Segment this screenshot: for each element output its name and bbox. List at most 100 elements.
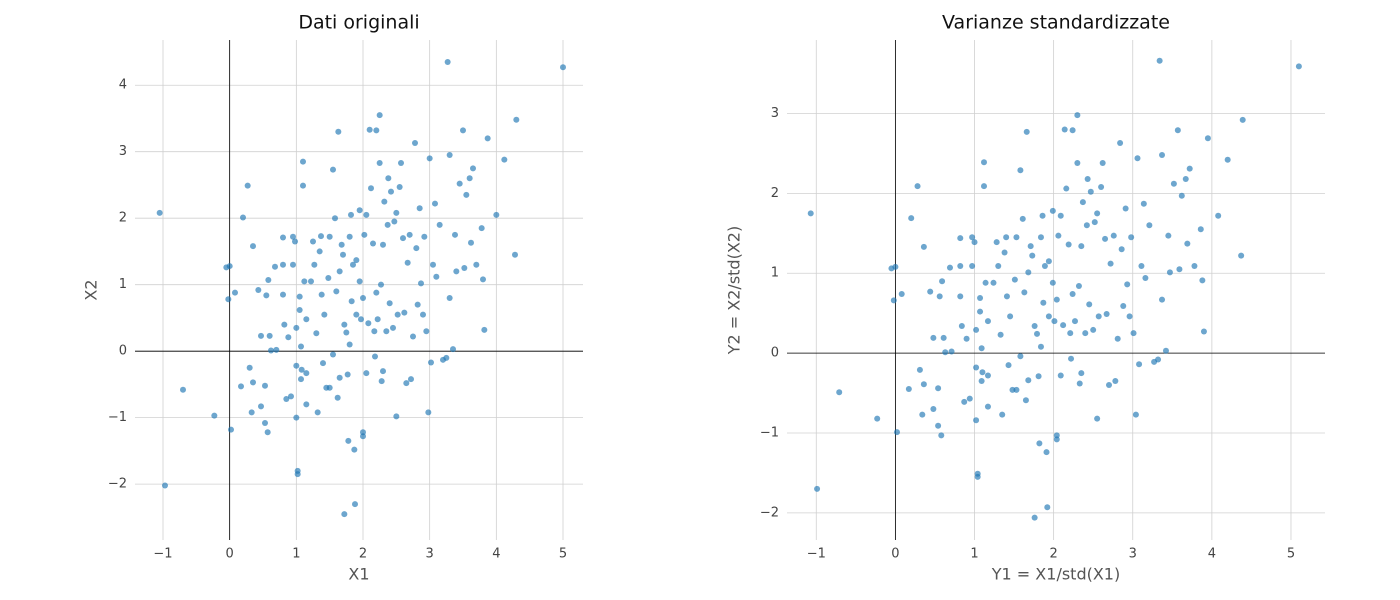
- point: [262, 382, 268, 389]
- point: [361, 231, 368, 238]
- point: [318, 291, 325, 298]
- point: [293, 414, 300, 421]
- point: [1155, 356, 1162, 363]
- point: [281, 321, 288, 328]
- point: [1114, 335, 1121, 342]
- point: [1122, 205, 1129, 212]
- point: [296, 293, 303, 300]
- point: [336, 268, 343, 275]
- point: [384, 221, 391, 228]
- y-tick-label: 3: [119, 144, 127, 159]
- point: [493, 211, 500, 218]
- point: [413, 245, 420, 252]
- point: [978, 378, 985, 385]
- point: [1022, 397, 1029, 404]
- point: [388, 188, 394, 195]
- point: [336, 374, 343, 381]
- point: [1126, 313, 1133, 320]
- point: [1045, 258, 1052, 265]
- point: [1134, 155, 1141, 162]
- x-tick-label: 1: [292, 547, 300, 562]
- point: [371, 328, 378, 335]
- point: [1165, 232, 1172, 239]
- point: [1174, 127, 1181, 134]
- point: [325, 275, 332, 282]
- point: [285, 334, 292, 341]
- point: [981, 183, 988, 190]
- point: [995, 263, 1002, 270]
- point: [1029, 252, 1036, 259]
- point: [338, 241, 345, 248]
- y-tick-label: 3: [771, 106, 779, 121]
- point: [346, 233, 353, 240]
- point: [1013, 386, 1020, 393]
- point: [250, 379, 256, 386]
- point: [920, 243, 927, 250]
- y-axis-label: X2: [82, 279, 101, 300]
- point: [1031, 322, 1038, 329]
- point: [294, 471, 301, 478]
- point: [244, 182, 251, 189]
- point: [874, 415, 881, 422]
- point: [1132, 411, 1139, 418]
- point: [356, 278, 363, 285]
- x-tick-label: 2: [1049, 547, 1057, 562]
- point: [400, 235, 406, 242]
- y-tick-label: 1: [119, 277, 127, 292]
- point: [341, 511, 348, 518]
- point: [418, 280, 424, 287]
- point: [316, 248, 323, 255]
- point: [1239, 116, 1246, 123]
- point: [1091, 219, 1098, 226]
- point: [428, 359, 434, 366]
- point: [370, 240, 376, 247]
- point: [1061, 126, 1068, 133]
- point: [1001, 249, 1008, 256]
- point: [1037, 234, 1044, 241]
- point: [1017, 353, 1024, 360]
- point: [280, 291, 286, 298]
- point: [978, 345, 985, 352]
- point: [1102, 235, 1109, 242]
- point: [372, 353, 378, 360]
- point: [938, 432, 945, 439]
- point: [1191, 263, 1198, 270]
- point: [1215, 212, 1222, 219]
- point: [1071, 318, 1078, 325]
- point: [262, 419, 268, 426]
- point: [263, 292, 270, 299]
- point: [935, 422, 942, 429]
- point: [1197, 226, 1204, 233]
- point: [1044, 504, 1051, 511]
- x-tick-label: −1: [153, 547, 172, 562]
- y-tick-label: 2: [771, 186, 779, 201]
- point: [443, 354, 450, 361]
- point: [1043, 449, 1050, 456]
- y-tick-label: −2: [108, 477, 127, 492]
- point: [501, 156, 508, 163]
- point: [255, 287, 262, 293]
- point: [386, 300, 393, 307]
- point: [1079, 199, 1086, 206]
- point: [350, 261, 356, 268]
- point: [1034, 330, 1041, 337]
- point: [432, 200, 438, 207]
- y-tick-label: 1: [771, 266, 779, 281]
- point: [1204, 135, 1211, 142]
- point: [264, 429, 271, 436]
- point: [410, 333, 416, 340]
- point: [246, 364, 253, 371]
- point: [404, 259, 411, 266]
- point: [348, 211, 354, 218]
- point: [401, 309, 408, 316]
- point: [421, 233, 428, 240]
- point: [272, 263, 278, 270]
- point: [363, 370, 370, 377]
- x-axis-label: Y1 = X1/std(X1): [991, 565, 1120, 584]
- point: [905, 386, 912, 393]
- point: [468, 239, 474, 246]
- point: [946, 264, 953, 271]
- point: [1120, 302, 1127, 309]
- point: [1078, 243, 1085, 250]
- point: [999, 411, 1006, 418]
